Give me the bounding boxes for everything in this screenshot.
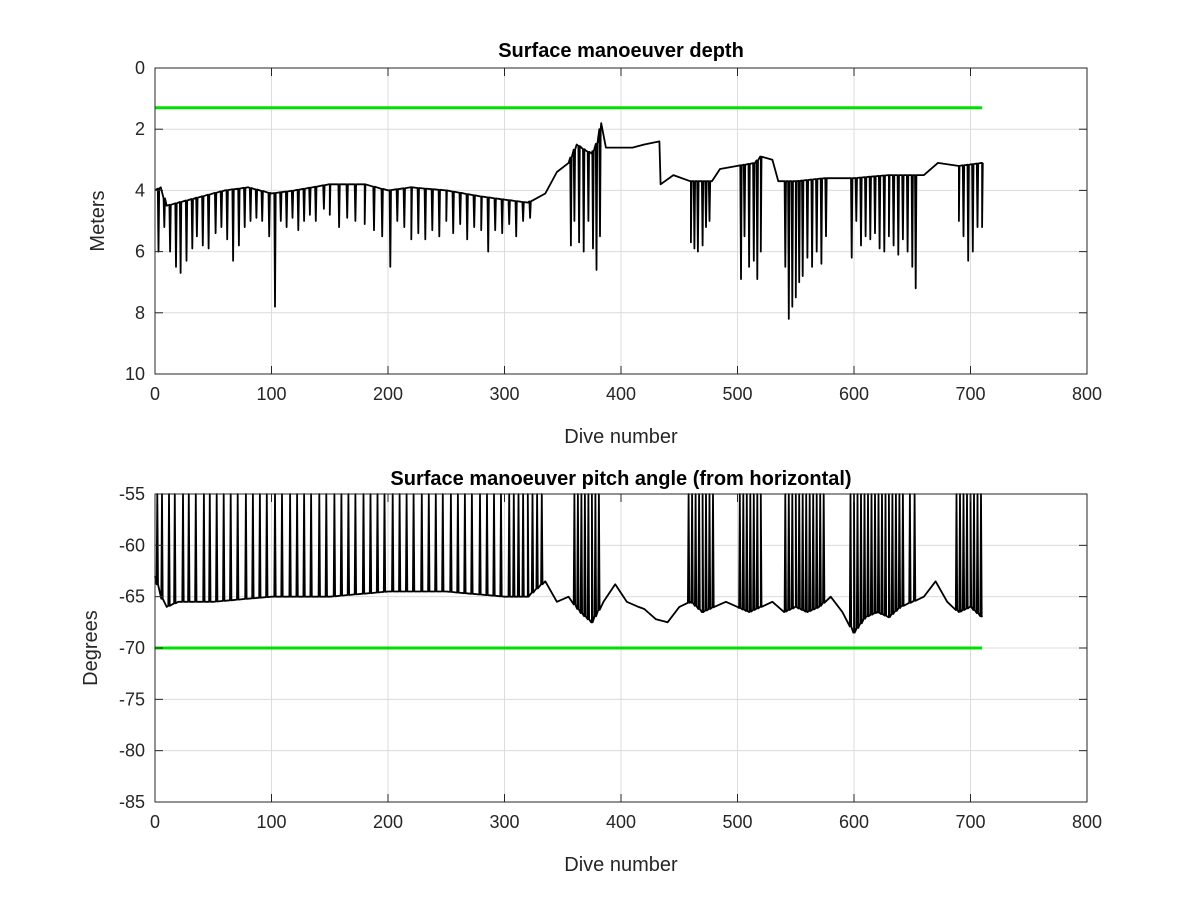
- depth-chart-y-tick-label: 6: [135, 242, 145, 262]
- depth-chart-data-line: [154, 122, 984, 320]
- pitch-chart-x-tick-label: 800: [1072, 812, 1102, 832]
- pitch-chart-title: Surface manoeuver pitch angle (from hori…: [390, 468, 851, 490]
- pitch-chart-x-tick-label: 700: [955, 812, 985, 832]
- depth-chart-y-tick-label: 2: [135, 119, 145, 139]
- pitch-chart-y-tick-label: -65: [119, 587, 145, 607]
- pitch-chart-y-tick-label: -75: [119, 689, 145, 709]
- pitch-chart-x-tick-label: 0: [150, 812, 160, 832]
- pitch-chart-x-tick-label: 100: [256, 812, 286, 832]
- depth-chart-x-tick-label: 300: [489, 384, 519, 404]
- depth-chart-y-ticks: 0 2 4 6 8 10: [125, 58, 1087, 384]
- depth-chart-x-tick-label: 200: [373, 384, 403, 404]
- pitch-chart-y-tick-label: -55: [119, 484, 145, 504]
- pitch-chart-x-tick-label: 500: [722, 812, 752, 832]
- depth-chart-xlabel: Dive number: [564, 426, 678, 448]
- depth-chart-x-tick-label: 800: [1072, 384, 1102, 404]
- depth-chart-y-tick-label: 0: [135, 58, 145, 78]
- depth-chart-y-tick-label: 4: [135, 180, 145, 200]
- depth-chart-y-tick-label: 8: [135, 303, 145, 323]
- pitch-chart-y-tick-label: -80: [119, 741, 145, 761]
- pitch-chart-x-tick-label: 200: [373, 812, 403, 832]
- depth-chart-x-tick-label: 400: [606, 384, 636, 404]
- pitch-chart-x-tick-label: 400: [606, 812, 636, 832]
- pitch-chart: Surface manoeuver pitch angle (from hori…: [80, 468, 1102, 876]
- pitch-chart-y-tick-label: -60: [119, 535, 145, 555]
- pitch-chart-data-line: [154, 493, 983, 634]
- depth-chart-title: Surface manoeuver depth: [498, 40, 744, 62]
- depth-chart: Surface manoeuver depth 0 100 200 300 400 500…: [87, 40, 1102, 448]
- depth-chart-x-tick-label: 100: [256, 384, 286, 404]
- pitch-chart-x-ticks: 0 100 200 300 400 500 600 700 800: [150, 494, 1102, 832]
- pitch-chart-y-tick-label: -85: [119, 792, 145, 812]
- pitch-chart-plot-area: [154, 493, 983, 650]
- depth-chart-ylabel: Meters: [87, 190, 109, 251]
- depth-chart-x-tick-label: 0: [150, 384, 160, 404]
- pitch-chart-x-tick-label: 600: [839, 812, 869, 832]
- depth-chart-y-tick-label: 10: [125, 364, 145, 384]
- pitch-chart-y-tick-label: -70: [119, 638, 145, 658]
- pitch-chart-xlabel: Dive number: [564, 854, 678, 876]
- pitch-chart-ylabel: Degrees: [80, 610, 102, 686]
- depth-chart-plot-area: [154, 106, 984, 320]
- depth-chart-x-tick-label: 700: [955, 384, 985, 404]
- pitch-chart-y-ticks: -55 -60 -65 -70 -75 -80 -85: [119, 484, 1087, 812]
- depth-chart-x-tick-label: 500: [722, 384, 752, 404]
- pitch-chart-x-tick-label: 300: [489, 812, 519, 832]
- depth-chart-x-tick-label: 600: [839, 384, 869, 404]
- depth-chart-x-ticks: 0 100 200 300 400 500 600 700 800: [150, 68, 1102, 404]
